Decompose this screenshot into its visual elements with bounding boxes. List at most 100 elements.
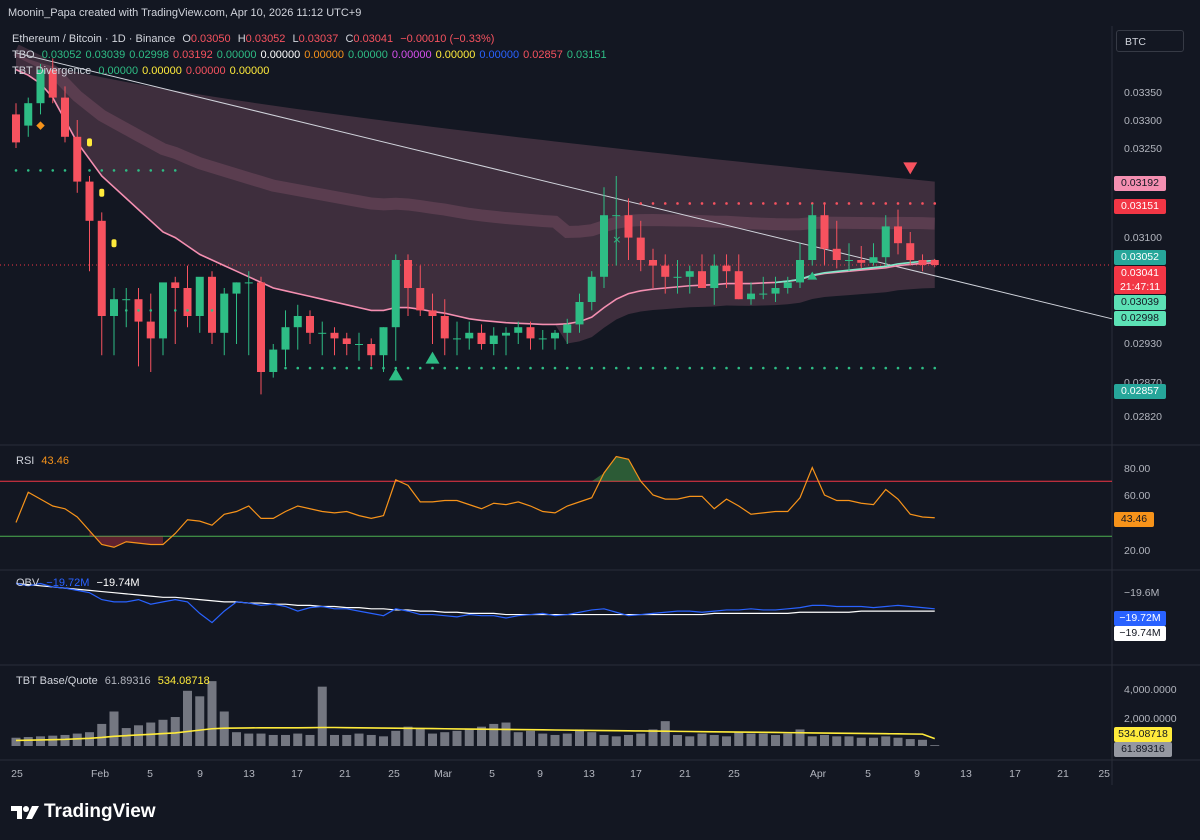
support-dot — [602, 366, 606, 370]
candle-body — [636, 237, 645, 260]
candle — [906, 232, 915, 266]
candle-body — [734, 271, 743, 300]
candle-body — [563, 324, 572, 333]
candle — [355, 332, 363, 361]
candle-body — [244, 282, 253, 284]
tbo-value: 0.03192 — [172, 49, 213, 61]
candle — [845, 243, 853, 272]
obv-legend[interactable]: OBV −19.72M −19.74M — [16, 577, 140, 589]
candle — [440, 299, 449, 356]
volume-bar — [415, 728, 425, 746]
candle-body — [575, 302, 584, 325]
rsi-tick: 80.00 — [1124, 463, 1151, 475]
time-axis-label: 5 — [865, 768, 871, 780]
volume-bar — [820, 734, 829, 746]
candle — [293, 304, 302, 350]
volume-bar — [452, 730, 462, 746]
resistance-dot — [651, 202, 655, 205]
volume-bar — [183, 690, 192, 746]
volume-bar — [342, 734, 352, 746]
candle — [514, 321, 523, 344]
volume-bar — [256, 733, 266, 746]
support-dot — [627, 366, 630, 370]
support-dot — [296, 366, 300, 370]
candle — [538, 330, 547, 350]
resistance-dot — [921, 202, 924, 205]
volume-bar — [526, 730, 535, 746]
price-tick: 0.03300 — [1124, 115, 1162, 127]
rsi-legend[interactable]: RSI 43.46 — [16, 455, 69, 467]
upper-level-dot — [39, 169, 42, 172]
candle — [612, 176, 621, 266]
candle-body — [171, 282, 180, 288]
candle-body — [257, 282, 265, 372]
tbo-value: 0.00000 — [391, 49, 432, 61]
support-dot — [725, 366, 728, 370]
candle-body — [48, 69, 57, 98]
tbt-divergence-name: TBT Divergence — [12, 65, 92, 77]
time-axis-label: Feb — [90, 768, 110, 780]
tbo-value: 0.00000 — [260, 49, 301, 61]
candle — [269, 344, 278, 378]
resistance-dot — [786, 202, 790, 205]
volume-bar — [317, 686, 327, 746]
volume-bar — [575, 729, 584, 746]
rsi-value-label: 43.46 — [1114, 512, 1154, 527]
volume-legend[interactable]: TBT Base/Quote 61.89316 534.08718 — [16, 675, 210, 687]
tradingview-logo[interactable]: TradingView — [10, 800, 156, 824]
candle — [759, 276, 768, 300]
support-dot — [859, 366, 863, 370]
candle — [391, 254, 400, 361]
resistance-dot — [676, 202, 679, 205]
resistance-dot — [835, 202, 839, 205]
support-dot — [786, 366, 790, 370]
volume-bar — [428, 733, 437, 746]
symbol-name: Ethereum / Bitcoin · 1D · Binance — [12, 33, 176, 45]
candle-body — [796, 260, 804, 283]
symbol-legend[interactable]: Ethereum / Bitcoin · 1D · Binance O0.030… — [12, 33, 494, 45]
divergence-marker — [111, 239, 117, 248]
support-dot — [455, 366, 459, 370]
candle — [673, 260, 682, 294]
rsi-overbought-fill — [591, 456, 641, 482]
volume-ma-label: 534.08718 — [1114, 727, 1172, 742]
time-axis-label: 13 — [960, 768, 972, 780]
support-dot — [908, 366, 912, 370]
volume-bar — [599, 734, 609, 746]
support-dot — [676, 366, 679, 370]
support-dot — [357, 366, 361, 370]
volume-bar — [391, 730, 401, 746]
support-dot — [418, 366, 422, 370]
tbo-cloud-inner — [13, 44, 935, 239]
tbt-divergence-legend[interactable]: TBT Divergence 0.00000 0.00000 0.00000 0.00… — [12, 65, 269, 77]
tbo-value: 0.03151 — [566, 49, 607, 61]
candle-body — [440, 316, 449, 339]
tbt-divergence-value: 0.00000 — [229, 65, 270, 77]
candle-body — [36, 69, 45, 104]
support-dot — [443, 366, 447, 370]
candle-body — [747, 293, 755, 300]
candle-body — [428, 310, 437, 316]
tbo-legend[interactable]: TBO 0.03052 0.03039 0.02998 0.03192 0.00000 0… — [12, 49, 607, 61]
volume-bar — [893, 737, 903, 746]
support-dot — [345, 366, 349, 370]
volume-bar — [11, 737, 21, 746]
candle-body — [306, 316, 314, 333]
volume-bar — [746, 733, 756, 746]
upper-level-dot — [112, 169, 116, 172]
signal-dot — [186, 309, 189, 312]
support-dot — [284, 366, 287, 370]
rsi-name: RSI — [16, 455, 35, 467]
candle — [894, 209, 902, 255]
candle — [465, 321, 474, 350]
candle — [73, 120, 82, 193]
resistance-dot — [933, 202, 937, 205]
candle-body — [502, 332, 510, 336]
currency-button[interactable]: BTC — [1116, 30, 1184, 52]
candle-body — [110, 299, 118, 316]
last-price-value: 0.03041 — [1121, 267, 1159, 279]
support-dot — [492, 366, 496, 370]
rsi-line — [15, 455, 935, 548]
volume-bar — [685, 736, 695, 746]
